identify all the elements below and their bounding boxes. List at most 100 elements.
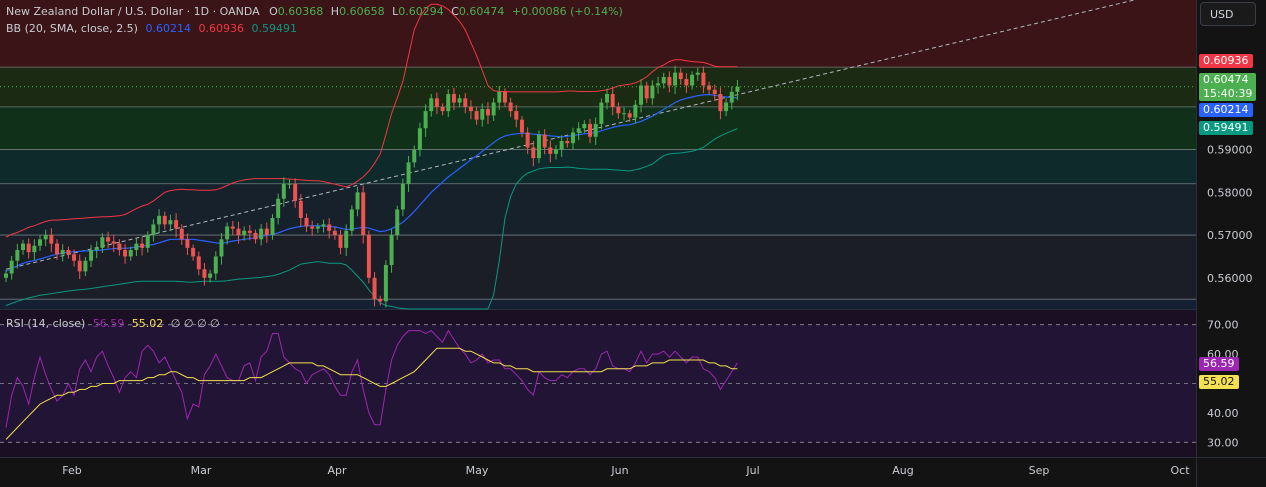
price-zone-3 bbox=[0, 149, 1196, 184]
candle-body bbox=[599, 102, 604, 124]
time-axis-tick: Oct bbox=[1170, 464, 1190, 477]
candle-body bbox=[242, 230, 247, 236]
rsi-label: RSI (14, close) bbox=[6, 317, 86, 330]
candle-body bbox=[576, 128, 581, 133]
candle-body bbox=[559, 141, 564, 150]
candle-body bbox=[230, 226, 235, 229]
last-price-tag: 0.60474 15:40:39 bbox=[1199, 73, 1257, 101]
bb-basis-value: 0.60214 bbox=[145, 22, 191, 35]
candle-body bbox=[15, 250, 20, 261]
price-axis-tick: 0.56000 bbox=[1207, 272, 1253, 285]
candle-body bbox=[32, 245, 37, 253]
candle-body bbox=[327, 224, 332, 231]
candle-body bbox=[531, 147, 536, 159]
candle-body bbox=[185, 239, 190, 248]
candle-body bbox=[281, 183, 286, 199]
candle-body bbox=[457, 98, 462, 103]
open-label: O bbox=[269, 5, 278, 18]
high-value: 0.60658 bbox=[339, 5, 385, 18]
candle-body bbox=[582, 123, 587, 129]
candle-body bbox=[128, 250, 133, 257]
candle-body bbox=[191, 247, 196, 257]
candle-body bbox=[140, 243, 145, 248]
candle-body bbox=[684, 79, 689, 86]
candle-body bbox=[49, 235, 54, 244]
price-axis-tick: 0.57000 bbox=[1207, 229, 1253, 242]
rsi-ma-line bbox=[5, 347, 738, 440]
candle-body bbox=[508, 102, 513, 112]
candle-body bbox=[372, 277, 377, 300]
candle-body bbox=[236, 228, 241, 236]
change-value: +0.00086 (+0.14%) bbox=[511, 5, 623, 18]
candle-body bbox=[247, 230, 252, 233]
candle-body bbox=[406, 162, 411, 184]
candle-body bbox=[633, 104, 638, 118]
last-price-value: 0.60474 bbox=[1203, 73, 1249, 86]
time-axis-tick: Jun bbox=[610, 464, 628, 477]
time-axis-tick: Jul bbox=[745, 464, 759, 477]
candle-body bbox=[383, 264, 388, 302]
time-axis-tick: Mar bbox=[191, 464, 212, 477]
rsi-legend[interactable]: RSI (14, close) 56.59 55.02 ∅ ∅ ∅ ∅ bbox=[6, 317, 220, 330]
candle-body bbox=[627, 113, 632, 118]
candle-body bbox=[355, 192, 360, 210]
candle-body bbox=[588, 123, 593, 137]
candle-body bbox=[111, 241, 116, 244]
candle-body bbox=[389, 235, 394, 265]
rsi-empty-values: ∅ ∅ ∅ ∅ bbox=[170, 317, 220, 330]
candle-body bbox=[270, 217, 275, 236]
bar-countdown: 15:40:39 bbox=[1203, 87, 1253, 100]
candle-body bbox=[66, 250, 71, 255]
price-zone-6 bbox=[0, 299, 1196, 309]
candle-body bbox=[497, 91, 502, 103]
rsi-band-fill bbox=[0, 324, 1196, 443]
candle-body bbox=[695, 72, 700, 75]
candle-body bbox=[565, 141, 570, 144]
rsi-line bbox=[5, 329, 738, 428]
candle-body bbox=[605, 94, 610, 103]
candle-body bbox=[349, 209, 354, 231]
close-value: 0.60474 bbox=[458, 5, 505, 18]
bb-upper-value: 0.60936 bbox=[198, 22, 244, 35]
candle-body bbox=[145, 235, 150, 248]
candle-body bbox=[502, 91, 507, 103]
candle-body bbox=[610, 94, 615, 107]
candle-body bbox=[690, 74, 695, 86]
candle-body bbox=[77, 260, 82, 272]
bb-legend[interactable]: BB (20, SMA, close, 2.5) 0.60214 0.60936… bbox=[6, 22, 297, 35]
candle-body bbox=[225, 226, 230, 240]
candle-body bbox=[287, 183, 292, 185]
candle-body bbox=[480, 108, 485, 120]
high-label: H bbox=[330, 5, 340, 18]
candle-body bbox=[123, 250, 128, 257]
price-zone-2 bbox=[0, 106, 1196, 150]
candle-body bbox=[661, 76, 666, 84]
price-axis-tick: 0.58000 bbox=[1207, 186, 1253, 199]
price-zone-4 bbox=[0, 183, 1196, 236]
rsi-ma-tag: 55.02 bbox=[1199, 375, 1239, 389]
bb-lower-line bbox=[5, 128, 738, 310]
rsi-axis-tick: 30.00 bbox=[1207, 436, 1239, 449]
rsi-tag: 56.59 bbox=[1199, 357, 1239, 371]
candle-body bbox=[196, 256, 201, 270]
lower-band-tag: 0.59491 bbox=[1199, 121, 1253, 135]
currency-button[interactable]: USD bbox=[1200, 2, 1256, 26]
bb-basis-line bbox=[5, 93, 738, 272]
candle-body bbox=[400, 183, 405, 210]
candle-body bbox=[548, 147, 553, 154]
upper-band-tag: 0.60936 bbox=[1199, 54, 1253, 68]
candle-body bbox=[208, 273, 213, 278]
candle-body bbox=[729, 91, 734, 103]
close-label: C bbox=[451, 5, 459, 18]
bb-lower-value: 0.59491 bbox=[251, 22, 297, 35]
candle-body bbox=[151, 224, 156, 236]
candle-body bbox=[259, 228, 264, 240]
candle-body bbox=[9, 260, 14, 274]
candle-body bbox=[117, 243, 122, 251]
candle-body bbox=[667, 76, 672, 86]
candle-body bbox=[264, 228, 269, 236]
candle-body bbox=[542, 134, 547, 148]
time-axis-tick: May bbox=[466, 464, 489, 477]
